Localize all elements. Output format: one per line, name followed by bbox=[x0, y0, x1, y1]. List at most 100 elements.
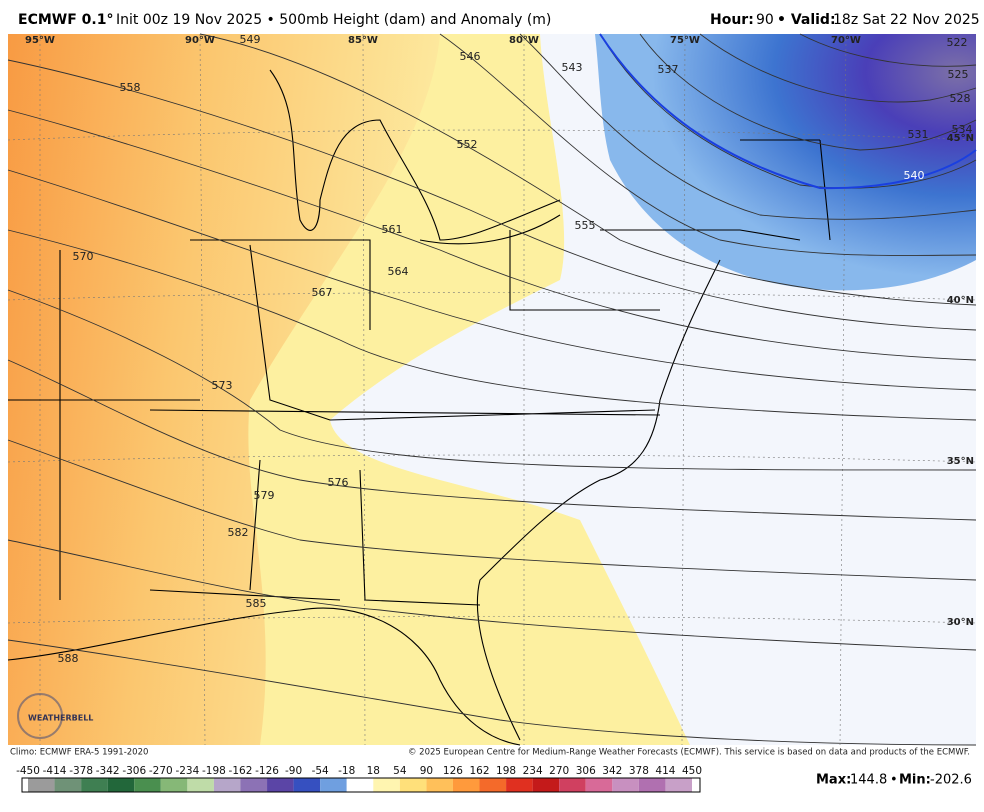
logo-text: WEATHERBELL bbox=[28, 714, 93, 723]
isohypses bbox=[7, 33, 977, 746]
map-labels: 95°W 90°W 85°W 80°W 75°W 70°W 45°N 40°N 35°N 30°N… bbox=[25, 33, 974, 665]
model: ECMWF 0.1° bbox=[18, 12, 113, 28]
colorbar-label: -18 bbox=[338, 765, 355, 777]
colorbar-label: 18 bbox=[367, 765, 380, 777]
colorbar-swatch bbox=[134, 778, 161, 792]
longitude-label: 75°W bbox=[670, 35, 700, 46]
contour-label: 537 bbox=[658, 63, 679, 76]
colorbar-swatch bbox=[665, 778, 692, 792]
longitude-label: 80°W bbox=[509, 35, 539, 46]
colorbar-label: 342 bbox=[602, 765, 622, 777]
colorbar-swatch bbox=[373, 778, 400, 792]
latitude-label: 35°N bbox=[947, 456, 974, 467]
colorbar-label: 90 bbox=[420, 765, 433, 777]
colorbar-label: -378 bbox=[69, 765, 93, 777]
colorbar-label: 162 bbox=[469, 765, 489, 777]
colorbar-label: 450 bbox=[682, 765, 702, 777]
colorbar-swatch bbox=[346, 778, 374, 792]
graticule bbox=[7, 33, 977, 746]
colorbar-label: 234 bbox=[523, 765, 543, 777]
contour-label: 576 bbox=[328, 476, 349, 489]
hour: 90 bbox=[756, 12, 774, 28]
contour-label: 546 bbox=[460, 50, 481, 63]
hour-label: Hour: bbox=[710, 12, 754, 28]
colorbar-label: -234 bbox=[175, 765, 199, 777]
colorbar-label: -342 bbox=[96, 765, 120, 777]
contour-label: 573 bbox=[212, 379, 233, 392]
colorbar-swatch bbox=[559, 778, 586, 792]
contour-label: 564 bbox=[388, 265, 409, 278]
colorbar-label: 126 bbox=[443, 765, 463, 777]
contour-label: 534 bbox=[952, 123, 973, 136]
colorbar-label: -126 bbox=[255, 765, 279, 777]
colorbar-swatch bbox=[81, 778, 108, 792]
colorbar-swatch bbox=[320, 778, 347, 792]
copyright: © 2025 European Centre for Medium-Range … bbox=[408, 748, 970, 758]
colorbar: -450 -414 -378 -342 -306 -270 -234 -198 -162 -126… bbox=[16, 765, 702, 793]
colorbar-label: 270 bbox=[549, 765, 569, 777]
latitude-label: 40°N bbox=[947, 295, 974, 306]
contour-label: 561 bbox=[382, 223, 403, 236]
colorbar-label: -162 bbox=[229, 765, 253, 777]
latitude-label: 30°N bbox=[947, 617, 974, 628]
colorbar-label: 414 bbox=[655, 765, 675, 777]
climo: Climo: ECMWF ERA-5 1991-2020 bbox=[10, 748, 148, 758]
colorbar-swatch bbox=[612, 778, 639, 792]
colorbar-label: 378 bbox=[629, 765, 649, 777]
contour-label: 570 bbox=[73, 250, 94, 263]
contour-label: 531 bbox=[908, 128, 929, 141]
colorbar-swatch bbox=[267, 778, 294, 792]
colorbar-label: 54 bbox=[393, 765, 407, 777]
contour-label: 552 bbox=[457, 138, 478, 151]
min-label: Min: bbox=[899, 773, 931, 788]
colorbar-label: -450 bbox=[16, 765, 40, 777]
colorbar-swatch bbox=[240, 778, 268, 792]
contour-label: 558 bbox=[120, 81, 141, 94]
separator: • bbox=[890, 773, 898, 788]
description: Init 00z 19 Nov 2025 • 500mb Height (dam… bbox=[116, 12, 551, 28]
colorbar-label: 306 bbox=[576, 765, 596, 777]
colorbar-swatch bbox=[213, 778, 241, 792]
colorbar-label: -198 bbox=[202, 765, 226, 777]
contour-label: 528 bbox=[950, 92, 971, 105]
colorbar-swatch bbox=[506, 778, 533, 792]
valid: 18z Sat 22 Nov 2025 bbox=[833, 12, 980, 28]
max-label: Max: bbox=[816, 773, 851, 788]
contour-label: 585 bbox=[246, 597, 267, 610]
colorbar-label: -90 bbox=[285, 765, 302, 777]
colorbar-swatch bbox=[399, 778, 427, 792]
min: -202.6 bbox=[930, 773, 972, 788]
longitude-label: 90°W bbox=[185, 35, 215, 46]
contour-label: 525 bbox=[948, 68, 969, 81]
colorbar-swatch bbox=[585, 778, 613, 792]
contour-label: 555 bbox=[575, 219, 596, 232]
contour-label: 582 bbox=[228, 526, 249, 539]
colorbar-label: -270 bbox=[149, 765, 173, 777]
colorbar-swatch bbox=[293, 778, 321, 792]
latitude-label: 45°N bbox=[947, 133, 974, 144]
max: 144.8 bbox=[850, 773, 887, 788]
longitude-label: 70°W bbox=[831, 35, 861, 46]
contour-label: 543 bbox=[562, 61, 583, 74]
map: WEATHERBELL 95°W 90°W 85°W 80°W 75°W 70°W 45°N… bbox=[7, 33, 977, 746]
contour-label: 567 bbox=[312, 286, 333, 299]
contour-label: 522 bbox=[947, 36, 968, 49]
colorbar-swatch bbox=[426, 778, 453, 792]
colorbar-swatch bbox=[532, 778, 560, 792]
colorbar-swatch bbox=[54, 778, 82, 792]
valid-label: • Valid: bbox=[777, 12, 836, 28]
colorbar-swatch bbox=[452, 778, 480, 792]
colorbar-swatch bbox=[160, 778, 188, 792]
borders bbox=[7, 69, 831, 746]
contour-label: 579 bbox=[254, 489, 275, 502]
colorbar-label: -414 bbox=[43, 765, 67, 777]
colorbar-label: -54 bbox=[312, 765, 329, 777]
colorbar-frame bbox=[21, 777, 701, 793]
colorbar-swatch bbox=[107, 778, 135, 792]
longitude-label: 85°W bbox=[348, 35, 378, 46]
colorbar-label: -306 bbox=[122, 765, 146, 777]
colorbar-label: 198 bbox=[496, 765, 516, 777]
contour-label: 540 bbox=[904, 169, 925, 182]
logo: WEATHERBELL bbox=[17, 693, 93, 739]
